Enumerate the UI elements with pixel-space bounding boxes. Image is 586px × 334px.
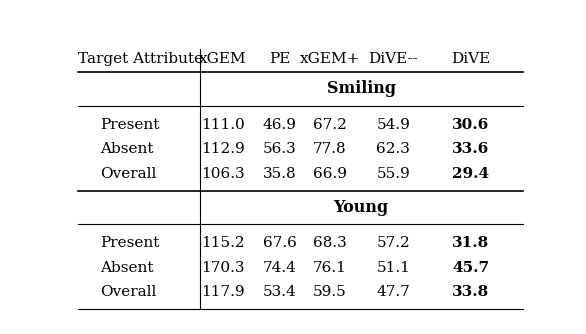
Text: Target Attribute: Target Attribute: [78, 52, 203, 66]
Text: 77.8: 77.8: [313, 142, 347, 156]
Text: DiVE: DiVE: [451, 52, 490, 66]
Text: 115.2: 115.2: [202, 236, 245, 250]
Text: 35.8: 35.8: [263, 167, 297, 181]
Text: Young: Young: [333, 199, 389, 216]
Text: 74.4: 74.4: [263, 261, 297, 275]
Text: 57.2: 57.2: [377, 236, 410, 250]
Text: 112.9: 112.9: [201, 142, 245, 156]
Text: 170.3: 170.3: [202, 261, 245, 275]
Text: 66.9: 66.9: [313, 167, 347, 181]
Text: 54.9: 54.9: [376, 118, 410, 132]
Text: 33.6: 33.6: [452, 142, 489, 156]
Text: 30.6: 30.6: [452, 118, 489, 132]
Text: 31.8: 31.8: [452, 236, 489, 250]
Text: Overall: Overall: [101, 285, 157, 299]
Text: xGEM+: xGEM+: [299, 52, 360, 66]
Text: 117.9: 117.9: [202, 285, 245, 299]
Text: Overall: Overall: [101, 167, 157, 181]
Text: 68.3: 68.3: [313, 236, 347, 250]
Text: Absent: Absent: [101, 261, 154, 275]
Text: 55.9: 55.9: [377, 167, 410, 181]
Text: 47.7: 47.7: [377, 285, 410, 299]
Text: 62.3: 62.3: [376, 142, 410, 156]
Text: 76.1: 76.1: [313, 261, 347, 275]
Text: 67.2: 67.2: [313, 118, 347, 132]
Text: Absent: Absent: [101, 142, 154, 156]
Text: Smiling: Smiling: [326, 80, 396, 98]
Text: 51.1: 51.1: [376, 261, 410, 275]
Text: 53.4: 53.4: [263, 285, 297, 299]
Text: Present: Present: [101, 236, 160, 250]
Text: xGEM: xGEM: [199, 52, 247, 66]
Text: 59.5: 59.5: [313, 285, 347, 299]
Text: 111.0: 111.0: [201, 118, 245, 132]
Text: 67.6: 67.6: [263, 236, 297, 250]
Text: Present: Present: [101, 118, 160, 132]
Text: 33.8: 33.8: [452, 285, 489, 299]
Text: 106.3: 106.3: [202, 167, 245, 181]
Text: 45.7: 45.7: [452, 261, 489, 275]
Text: PE: PE: [269, 52, 291, 66]
Text: 56.3: 56.3: [263, 142, 297, 156]
Text: 46.9: 46.9: [263, 118, 297, 132]
Text: 29.4: 29.4: [452, 167, 489, 181]
Text: DiVE--: DiVE--: [369, 52, 418, 66]
